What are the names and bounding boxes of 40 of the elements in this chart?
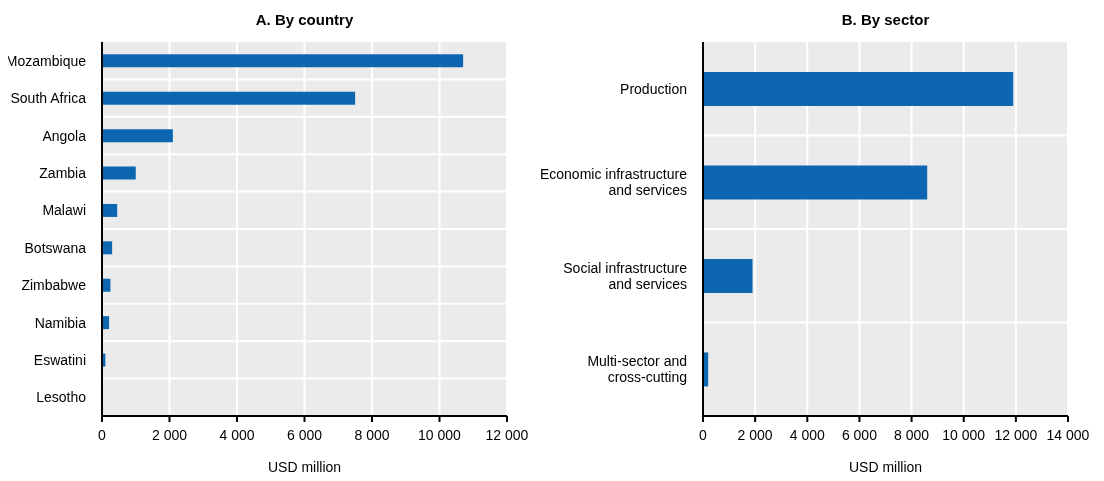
x-tick-label: 6 000 [286,426,323,443]
y-tick-label: South Africa [10,90,87,107]
x-tick-label: 14 000 [1046,426,1090,443]
x-tick-label: 4 000 [219,426,255,443]
bar [703,258,753,293]
y-tick-label: Malawi [42,202,86,219]
bar [703,71,1014,106]
y-tick-label: Botswana [24,239,87,256]
x-tick-label: 12 000 [485,426,529,443]
bar [102,166,136,180]
x-axis-title: USD million [848,459,923,475]
x-tick-label: 8 000 [354,426,390,443]
x-tick-label: 8 000 [894,426,930,443]
y-tick-label: Social infrastructure and services [563,259,688,292]
y-tick-label: Lesotho [36,389,87,406]
y-tick-label: Namibia [34,314,87,331]
y-tick-label: Economic infrastructure and services [539,166,688,199]
x-tick-label: 10 000 [418,426,462,443]
x-tick-label: 6 000 [841,426,878,443]
y-tick-label: Multi-sector and cross-cutting [587,353,687,386]
y-tick-label: Production [620,80,687,97]
x-axis-title: USD million [267,459,342,475]
x-tick-label: 0 [98,426,107,443]
bar [102,129,173,143]
bar [703,165,928,200]
x-tick-label: 12 000 [994,426,1038,443]
x-tick-label: 4 000 [789,426,826,443]
x-tick-label: 0 [699,426,708,443]
x-tick-label: 2 000 [151,426,188,443]
y-tick-label: Eswatini [33,351,86,368]
bar [102,54,464,68]
y-tick-label: Angola [42,127,87,144]
bar [102,203,118,217]
y-tick-label: Zambia [39,164,87,181]
y-tick-label: Zimbabwe [21,277,87,294]
bar [102,91,356,105]
x-tick-label: 10 000 [942,426,986,443]
chart-title: B. By sector [840,10,931,30]
x-tick-label: 2 000 [737,426,773,443]
chart-title: A. By country [254,10,355,30]
